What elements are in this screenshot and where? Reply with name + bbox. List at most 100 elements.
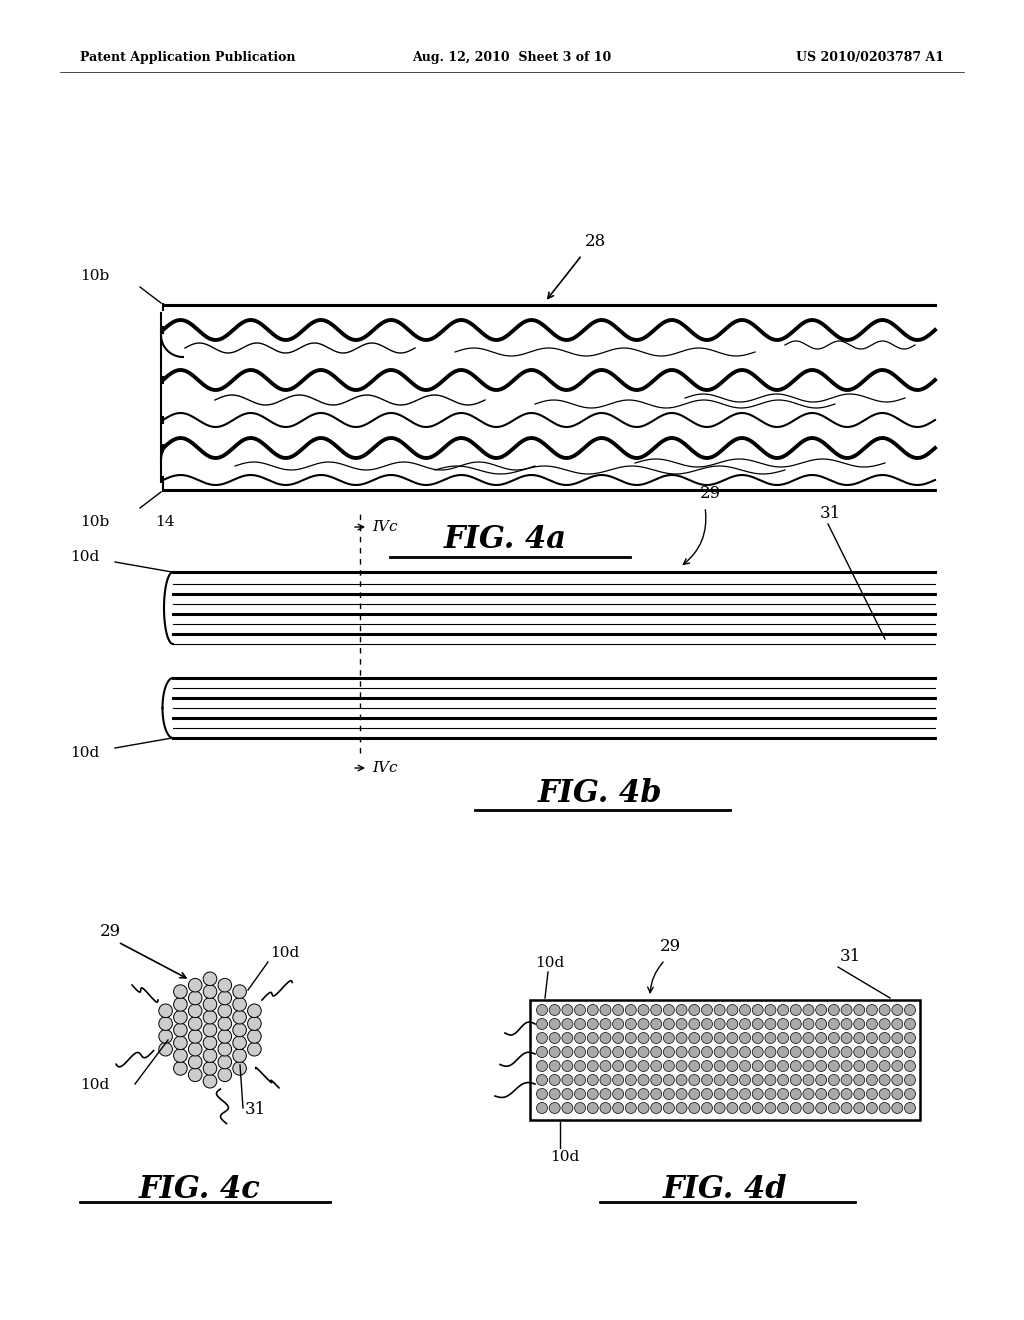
Circle shape: [600, 1102, 611, 1114]
Circle shape: [248, 1043, 261, 1056]
Circle shape: [753, 1074, 763, 1085]
Circle shape: [537, 1047, 548, 1057]
Circle shape: [880, 1047, 890, 1057]
Circle shape: [562, 1089, 572, 1100]
Circle shape: [791, 1089, 802, 1100]
Circle shape: [203, 1023, 217, 1036]
Circle shape: [664, 1074, 675, 1085]
Circle shape: [765, 1019, 776, 1030]
Circle shape: [549, 1060, 560, 1072]
Circle shape: [188, 1043, 202, 1056]
Circle shape: [765, 1047, 776, 1057]
Circle shape: [791, 1005, 802, 1015]
Circle shape: [218, 1005, 231, 1018]
Circle shape: [537, 1032, 548, 1044]
Circle shape: [841, 1032, 852, 1044]
Circle shape: [248, 1030, 261, 1043]
Circle shape: [689, 1102, 699, 1114]
Text: IVc: IVc: [372, 762, 397, 775]
Circle shape: [574, 1019, 586, 1030]
Circle shape: [232, 1036, 247, 1049]
Circle shape: [232, 1010, 247, 1024]
Circle shape: [562, 1032, 572, 1044]
Circle shape: [803, 1032, 814, 1044]
Circle shape: [753, 1005, 763, 1015]
Circle shape: [626, 1102, 636, 1114]
Circle shape: [537, 1089, 548, 1100]
Circle shape: [727, 1047, 738, 1057]
Circle shape: [803, 1089, 814, 1100]
Circle shape: [739, 1089, 751, 1100]
Circle shape: [626, 1005, 636, 1015]
Circle shape: [537, 1102, 548, 1114]
Circle shape: [753, 1089, 763, 1100]
Text: 10b: 10b: [80, 515, 110, 529]
Text: Aug. 12, 2010  Sheet 3 of 10: Aug. 12, 2010 Sheet 3 of 10: [413, 51, 611, 65]
Circle shape: [689, 1060, 699, 1072]
Circle shape: [739, 1047, 751, 1057]
Circle shape: [892, 1047, 903, 1057]
Circle shape: [549, 1019, 560, 1030]
Circle shape: [587, 1102, 598, 1114]
Circle shape: [174, 985, 187, 998]
Circle shape: [816, 1060, 826, 1072]
Circle shape: [892, 1005, 903, 1015]
Circle shape: [676, 1032, 687, 1044]
Circle shape: [612, 1032, 624, 1044]
Circle shape: [892, 1074, 903, 1085]
Circle shape: [664, 1060, 675, 1072]
Circle shape: [188, 1030, 202, 1043]
Circle shape: [650, 1074, 662, 1085]
Circle shape: [727, 1019, 738, 1030]
Circle shape: [232, 1049, 247, 1063]
Circle shape: [203, 1074, 217, 1088]
Circle shape: [638, 1060, 649, 1072]
Circle shape: [626, 1019, 636, 1030]
Circle shape: [892, 1089, 903, 1100]
Circle shape: [612, 1074, 624, 1085]
Circle shape: [549, 1047, 560, 1057]
Circle shape: [612, 1102, 624, 1114]
Circle shape: [174, 1023, 187, 1036]
Circle shape: [600, 1089, 611, 1100]
Circle shape: [600, 1019, 611, 1030]
Circle shape: [562, 1019, 572, 1030]
Circle shape: [828, 1005, 840, 1015]
Circle shape: [612, 1005, 624, 1015]
Circle shape: [828, 1074, 840, 1085]
Circle shape: [727, 1074, 738, 1085]
Circle shape: [203, 998, 217, 1011]
Circle shape: [650, 1005, 662, 1015]
Circle shape: [791, 1019, 802, 1030]
Circle shape: [791, 1047, 802, 1057]
Circle shape: [727, 1032, 738, 1044]
Circle shape: [828, 1102, 840, 1114]
Circle shape: [739, 1102, 751, 1114]
Circle shape: [714, 1005, 725, 1015]
Circle shape: [218, 1030, 231, 1043]
Circle shape: [791, 1032, 802, 1044]
Circle shape: [664, 1005, 675, 1015]
Circle shape: [676, 1102, 687, 1114]
Circle shape: [689, 1089, 699, 1100]
Circle shape: [880, 1032, 890, 1044]
Circle shape: [203, 1010, 217, 1024]
Circle shape: [650, 1047, 662, 1057]
Circle shape: [574, 1005, 586, 1015]
Circle shape: [904, 1047, 915, 1057]
Text: IVc: IVc: [372, 520, 397, 535]
Circle shape: [638, 1019, 649, 1030]
Circle shape: [714, 1032, 725, 1044]
Circle shape: [203, 1049, 217, 1063]
Circle shape: [650, 1019, 662, 1030]
Text: 10d: 10d: [70, 550, 99, 564]
Circle shape: [626, 1074, 636, 1085]
Circle shape: [676, 1005, 687, 1015]
Circle shape: [626, 1060, 636, 1072]
Circle shape: [218, 1068, 231, 1081]
Circle shape: [714, 1089, 725, 1100]
Circle shape: [727, 1060, 738, 1072]
Circle shape: [866, 1019, 878, 1030]
Circle shape: [676, 1047, 687, 1057]
Circle shape: [828, 1019, 840, 1030]
